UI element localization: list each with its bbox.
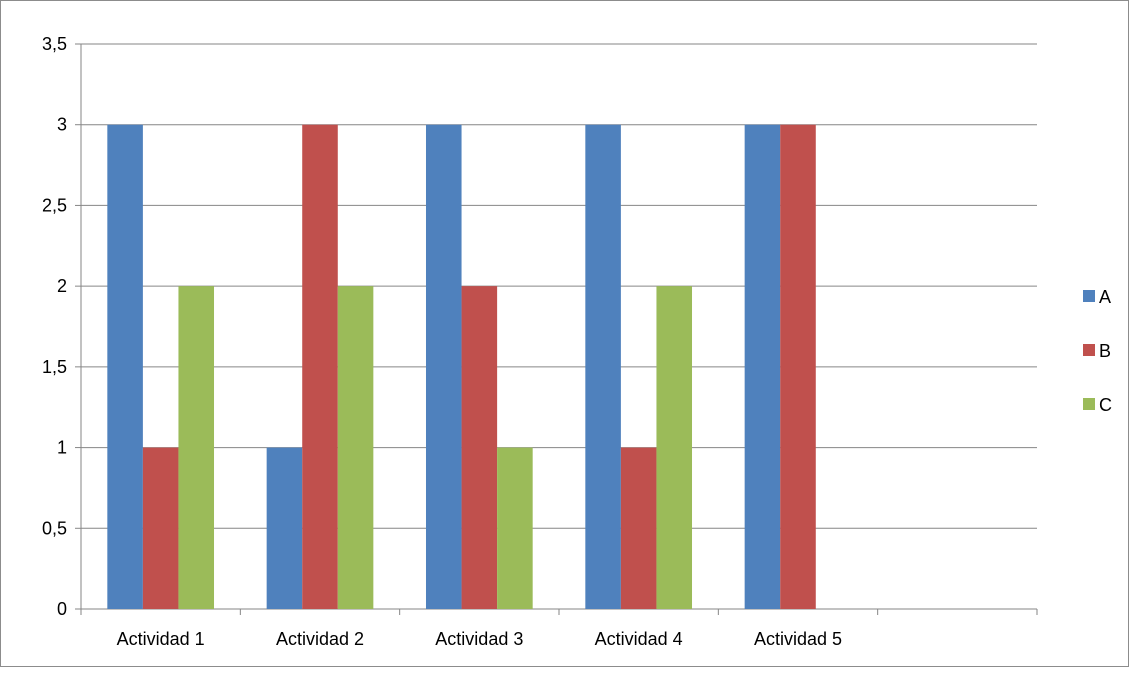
legend-label-c: C: [1099, 395, 1112, 415]
bar-a: [744, 124, 781, 609]
bar-c: [497, 447, 533, 609]
bar-a: [266, 447, 303, 609]
bars: [107, 124, 816, 609]
bar-b: [302, 124, 338, 609]
gridlines: [81, 43, 1037, 529]
y-tick-label: 3,5: [42, 34, 67, 54]
y-tick-label: 2: [57, 276, 67, 296]
legend-swatch-c: [1083, 398, 1095, 410]
y-tick-label: 1: [57, 438, 67, 458]
legend-label-a: A: [1099, 287, 1111, 307]
tick-labels: 0 0,5 1 1,5 2 2,5 3 3,5 Actividad 1 Actividad 2 Ac…: [42, 34, 842, 649]
x-tick-label: Actividad 4: [595, 629, 683, 649]
legend-swatch-b: [1083, 344, 1095, 356]
y-tick-label: 0,5: [42, 518, 67, 538]
legend: A B C: [1083, 287, 1112, 415]
axes: [75, 43, 1038, 615]
y-tick-label: 3: [57, 115, 67, 135]
x-tick-label: Actividad 1: [117, 629, 205, 649]
bar-b: [780, 124, 816, 609]
x-tick-label: Actividad 5: [754, 629, 842, 649]
bar-a: [425, 124, 462, 609]
bar-a: [107, 124, 143, 609]
x-tick-label: Actividad 3: [435, 629, 523, 649]
legend-swatch-a: [1083, 290, 1095, 302]
bar-b: [142, 447, 179, 609]
bar-b: [620, 447, 657, 609]
legend-label-b: B: [1099, 341, 1111, 361]
bar-c: [178, 286, 215, 609]
bar-c: [656, 286, 693, 609]
y-tick-label: 0: [57, 599, 67, 619]
y-tick-label: 1,5: [42, 357, 67, 377]
bar-b: [461, 286, 498, 609]
bar-a: [585, 124, 621, 609]
x-tick-label: Actividad 2: [276, 629, 364, 649]
y-tick-label: 2,5: [42, 195, 67, 215]
bar-c: [337, 286, 374, 609]
